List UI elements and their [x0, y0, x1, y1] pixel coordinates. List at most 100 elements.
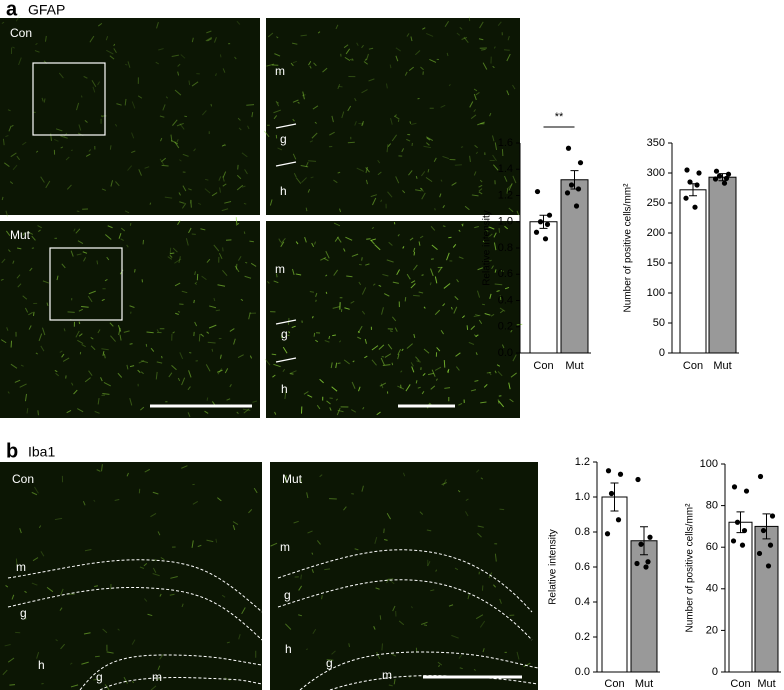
speckle: [429, 282, 432, 286]
speckle: [405, 384, 411, 392]
speckle: [83, 75, 88, 79]
speckle: [172, 119, 178, 126]
speckle: [425, 136, 434, 141]
speckle: [473, 109, 476, 113]
speckle: [461, 36, 468, 40]
speckle: [204, 178, 209, 181]
speckle: [333, 179, 338, 184]
speckle: [266, 63, 275, 67]
speckle: [241, 185, 246, 188]
speckle: [273, 115, 278, 120]
y-tick-label: 20: [706, 624, 718, 636]
speckle: [11, 124, 14, 127]
speckle: [43, 98, 46, 103]
y-tick-label: 150: [647, 257, 665, 269]
speckle: [243, 231, 246, 234]
speckle: [2, 669, 8, 676]
data-point: [577, 160, 584, 166]
speckle: [384, 353, 392, 358]
speckle: [222, 183, 227, 187]
speckle: [129, 365, 135, 368]
speckle: [131, 681, 135, 684]
speckle: [178, 192, 181, 196]
speckle: [124, 210, 130, 214]
data-point: [564, 190, 571, 196]
speckle: [402, 472, 406, 477]
speckle: [305, 648, 309, 651]
speckle: [364, 355, 368, 359]
speckle: [146, 331, 154, 334]
speckle: [129, 398, 133, 406]
speckle: [485, 229, 490, 233]
speckle: [59, 350, 63, 353]
speckle: [170, 134, 173, 142]
speckle: [175, 312, 179, 315]
speckle: [351, 409, 357, 413]
speckle: [215, 538, 218, 543]
speckle: [386, 578, 390, 584]
speckle: [207, 38, 213, 42]
speckle: [229, 384, 232, 388]
speckle: [207, 341, 216, 344]
region-label: g: [280, 132, 287, 146]
speckle: [206, 539, 214, 543]
speckle: [323, 257, 329, 262]
speckle: [313, 62, 317, 67]
region-label: g: [96, 670, 103, 684]
x-tick-label: Con: [730, 678, 750, 690]
speckle: [177, 71, 180, 76]
speckle: [300, 478, 303, 484]
speckle: [463, 36, 469, 44]
speckle: [478, 191, 483, 195]
region-label: m: [280, 540, 290, 554]
speckle: [139, 566, 145, 569]
speckle: [312, 628, 317, 634]
speckle: [56, 275, 59, 281]
speckle: [413, 294, 420, 297]
speckle: [417, 386, 421, 389]
speckle: [510, 329, 513, 333]
speckle: [19, 383, 27, 388]
speckle: [434, 309, 441, 316]
speckle: [248, 509, 253, 514]
speckle: [97, 397, 100, 405]
speckle: [354, 98, 357, 102]
speckle: [159, 593, 162, 597]
speckle: [144, 468, 151, 473]
speckle: [498, 227, 501, 233]
data-point: [683, 195, 689, 201]
speckle: [421, 171, 426, 177]
speckle: [386, 512, 392, 520]
speckle: [347, 105, 352, 112]
speckle: [54, 138, 59, 142]
speckle: [46, 302, 49, 306]
speckle: [291, 268, 295, 275]
speckle: [126, 472, 129, 477]
speckle: [181, 203, 187, 209]
speckle: [309, 290, 315, 293]
speckle: [174, 141, 180, 149]
y-tick-label: 0.8: [498, 242, 513, 254]
speckle: [35, 352, 38, 355]
speckle: [181, 465, 188, 469]
speckle: [482, 240, 486, 243]
y-tick-label: 50: [653, 317, 665, 329]
speckle: [315, 339, 319, 343]
speckle: [343, 506, 347, 511]
speckle: [245, 261, 248, 264]
speckle: [452, 244, 457, 248]
speckle: [371, 197, 377, 206]
speckle: [188, 80, 191, 86]
speckle: [512, 84, 516, 90]
error-bar: [762, 513, 771, 540]
data-point: [575, 186, 582, 192]
speckle: [38, 333, 43, 342]
speckle: [410, 362, 414, 367]
speckle: [129, 223, 132, 226]
region-label: m: [275, 64, 285, 78]
speckle: [161, 164, 169, 167]
data-point: [617, 471, 624, 477]
speckle: [280, 241, 285, 248]
speckle: [29, 267, 33, 272]
speckle: [274, 411, 277, 415]
